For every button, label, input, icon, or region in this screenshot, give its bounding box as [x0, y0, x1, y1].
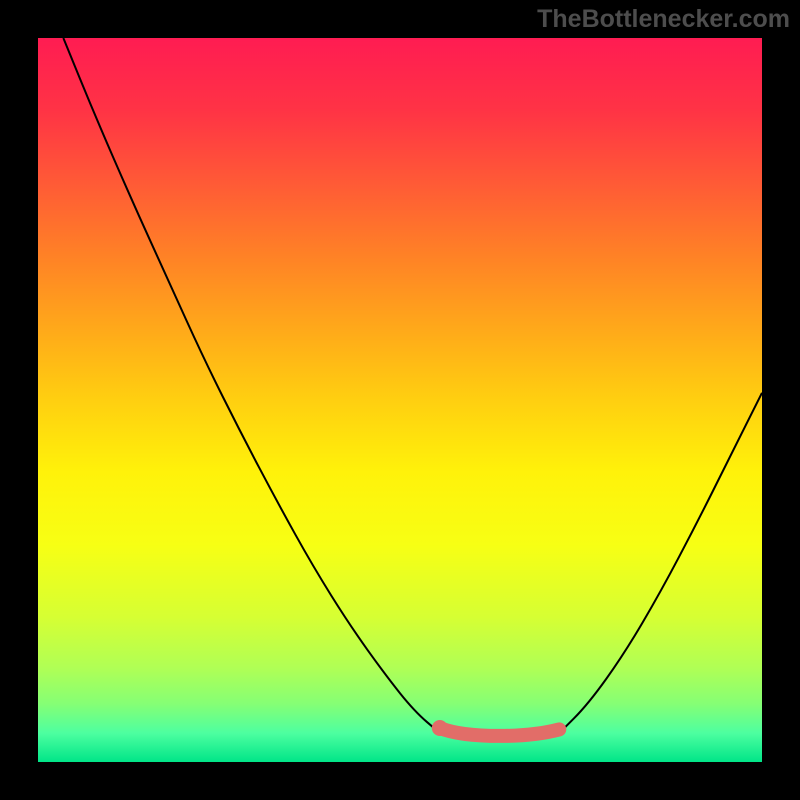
- watermark-text: TheBottlenecker.com: [537, 5, 790, 34]
- plot-background: [38, 38, 762, 762]
- chart-container: TheBottlenecker.com: [0, 0, 800, 800]
- optimal-range-band: [440, 728, 559, 736]
- optimal-point-marker: [432, 720, 448, 736]
- bottleneck-chart: [0, 0, 800, 800]
